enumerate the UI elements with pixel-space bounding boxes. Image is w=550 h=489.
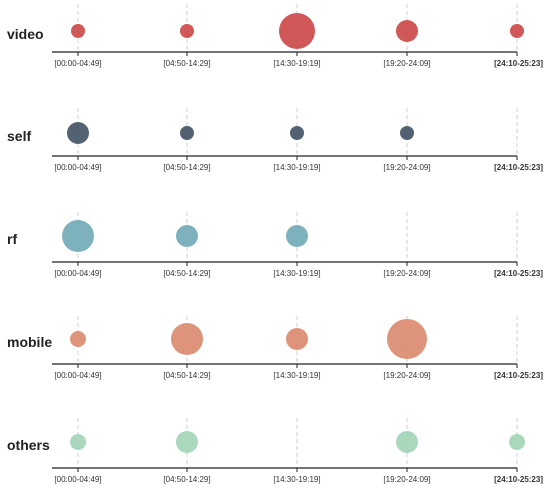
tick-label-video-4: [24:10-25:23] — [494, 59, 543, 68]
tick-label-rf-2: [14:30-19:19] — [273, 269, 320, 278]
row-label-self: self — [7, 128, 31, 144]
row-label-mobile: mobile — [7, 334, 52, 350]
row-label-others: others — [7, 437, 50, 453]
tick-label-rf-0: [00:00-04:49] — [54, 269, 101, 278]
bubble-self-1 — [180, 126, 194, 140]
bubble-video-2 — [279, 13, 315, 49]
bubble-others-3 — [396, 431, 418, 453]
tick-label-others-0: [00:00-04:49] — [54, 475, 101, 484]
bubble-others-0 — [70, 434, 86, 450]
tick-label-rf-4: [24:10-25:23] — [494, 269, 543, 278]
tick-label-mobile-0: [00:00-04:49] — [54, 371, 101, 380]
bubble-mobile-1 — [171, 323, 203, 355]
tick-label-self-0: [00:00-04:49] — [54, 163, 101, 172]
bubble-video-4 — [510, 24, 524, 38]
bubble-rf-1 — [176, 225, 198, 247]
bubble-others-4 — [509, 434, 525, 450]
bubble-rf-0 — [62, 220, 94, 252]
tick-label-mobile-3: [19:20-24:09] — [383, 371, 430, 380]
bubble-mobile-2 — [286, 328, 308, 350]
tick-label-others-4: [24:10-25:23] — [494, 475, 543, 484]
bubble-video-0 — [71, 24, 85, 38]
bubble-video-3 — [396, 20, 418, 42]
tick-label-self-4: [24:10-25:23] — [494, 163, 543, 172]
tick-label-others-3: [19:20-24:09] — [383, 475, 430, 484]
bubble-self-2 — [290, 126, 304, 140]
tick-label-mobile-1: [04:50-14:29] — [163, 371, 210, 380]
tick-label-rf-1: [04:50-14:29] — [163, 269, 210, 278]
tick-label-video-3: [19:20-24:09] — [383, 59, 430, 68]
bubble-self-3 — [400, 126, 414, 140]
tick-label-others-2: [14:30-19:19] — [273, 475, 320, 484]
row-label-video: video — [7, 26, 44, 42]
tick-label-self-2: [14:30-19:19] — [273, 163, 320, 172]
tick-label-video-1: [04:50-14:29] — [163, 59, 210, 68]
tick-label-self-3: [19:20-24:09] — [383, 163, 430, 172]
tick-label-video-0: [00:00-04:49] — [54, 59, 101, 68]
tick-label-rf-3: [19:20-24:09] — [383, 269, 430, 278]
bubble-mobile-0 — [70, 331, 86, 347]
bubble-self-0 — [67, 122, 89, 144]
bubble-others-1 — [176, 431, 198, 453]
tick-label-video-2: [14:30-19:19] — [273, 59, 320, 68]
bubble-rf-2 — [286, 225, 308, 247]
tick-label-others-1: [04:50-14:29] — [163, 475, 210, 484]
bubble-mobile-3 — [387, 319, 427, 359]
tick-label-mobile-2: [14:30-19:19] — [273, 371, 320, 380]
tick-label-self-1: [04:50-14:29] — [163, 163, 210, 172]
bubble-video-1 — [180, 24, 194, 38]
row-label-rf: rf — [7, 231, 17, 247]
tick-label-mobile-4: [24:10-25:23] — [494, 371, 543, 380]
